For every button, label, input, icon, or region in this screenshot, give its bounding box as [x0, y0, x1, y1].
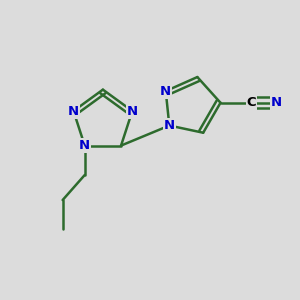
- Text: N: N: [68, 104, 79, 118]
- Text: N: N: [160, 85, 171, 98]
- Text: N: N: [79, 139, 90, 152]
- Text: N: N: [271, 96, 282, 109]
- Text: C: C: [247, 96, 256, 109]
- Text: N: N: [164, 119, 175, 132]
- Text: N: N: [127, 104, 138, 118]
